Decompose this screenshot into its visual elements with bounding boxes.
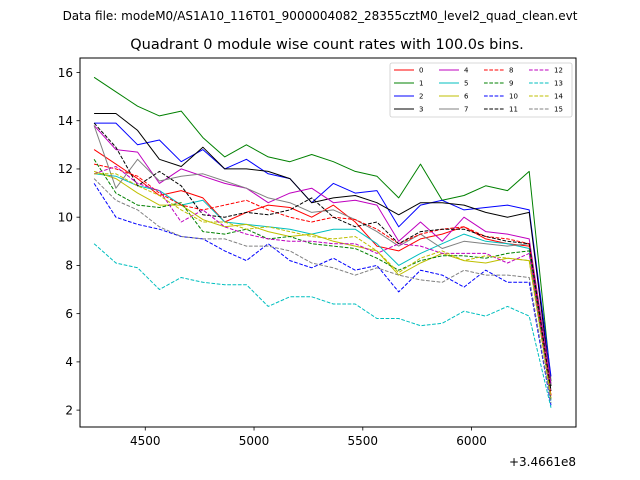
- series-line-1: [93, 76, 552, 382]
- legend-label-14: 14: [554, 93, 563, 101]
- legend-label-3: 3: [419, 106, 423, 114]
- series-line-10: [93, 183, 552, 406]
- legend-label-6: 6: [464, 93, 469, 101]
- legend-label-0: 0: [419, 67, 423, 75]
- legend-label-1: 1: [419, 80, 423, 88]
- legend-label-8: 8: [509, 67, 513, 75]
- series-line-5: [94, 173, 552, 401]
- x-tick-label-5000: 5000: [239, 434, 270, 448]
- series-line-15: [93, 178, 552, 403]
- y-tick-label-8: 8: [65, 259, 73, 273]
- legend-label-9: 9: [509, 80, 513, 88]
- y-tick-label-16: 16: [58, 66, 73, 80]
- legend-label-13: 13: [554, 80, 563, 88]
- legend-frame: [389, 62, 573, 118]
- legend-label-2: 2: [419, 93, 423, 101]
- series-line-11: [93, 122, 552, 391]
- legend-label-10: 10: [509, 93, 518, 101]
- chart-title: Quadrant 0 module wise count rates with …: [130, 37, 524, 53]
- y-tick-label-6: 6: [65, 307, 73, 321]
- legend-label-4: 4: [464, 67, 469, 75]
- axes-frame: [79, 57, 577, 428]
- series-line-3: [94, 113, 552, 387]
- x-axis: 4500 5000 5500 6000: [130, 427, 487, 448]
- series-line-4: [93, 125, 552, 384]
- legend-label-5: 5: [464, 80, 468, 88]
- series-line-9: [93, 159, 552, 401]
- series-layer: [93, 76, 552, 408]
- y-tick-label-10: 10: [58, 210, 73, 224]
- y-axis: 2 4 6 8 10 12 14 16: [58, 66, 80, 417]
- y-tick-label-2: 2: [65, 403, 73, 417]
- series-line-7: [93, 125, 552, 391]
- legend-label-15: 15: [554, 106, 563, 114]
- x-tick-label-4500: 4500: [130, 434, 161, 448]
- x-offset-label: +3.4661e8: [509, 455, 576, 469]
- y-tick-label-4: 4: [65, 355, 73, 369]
- series-line-12: [93, 166, 552, 399]
- legend-label-7: 7: [464, 106, 468, 114]
- y-tick-label-14: 14: [58, 114, 73, 128]
- legend-label-11: 11: [509, 106, 518, 114]
- x-tick-label-5500: 5500: [348, 434, 379, 448]
- series-line-13: [93, 243, 552, 408]
- suptitle: Data file: modeM0/AS1A10_116T01_90000040…: [63, 9, 578, 23]
- y-tick-label-12: 12: [58, 162, 73, 176]
- legend-label-12: 12: [554, 67, 563, 75]
- series-line-8: [93, 163, 552, 396]
- x-tick-label-6000: 6000: [456, 434, 487, 448]
